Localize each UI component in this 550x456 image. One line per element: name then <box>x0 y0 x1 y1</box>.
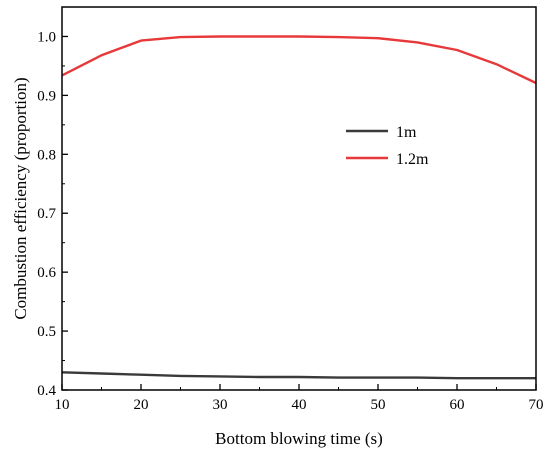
x-tick-label: 50 <box>371 397 386 413</box>
series-line-1 <box>61 371 536 380</box>
y-tick-label: 0.7 <box>37 206 56 222</box>
tick-labels: 10 20 30 40 50 60 70 0.4 0.5 0.6 0.7 0.8 0.9 1.0 <box>37 29 543 413</box>
y-tick-label: 0.9 <box>37 88 56 104</box>
legend: 1m 1.2m <box>346 124 429 168</box>
series-lines <box>61 35 537 380</box>
y-axis-title: Combustion efficiency (proportion) <box>11 77 30 319</box>
axis-ticks <box>61 35 537 391</box>
x-axis-title: Bottom blowing time (s) <box>215 429 383 448</box>
x-tick-label: 30 <box>213 397 228 413</box>
legend-label-1: 1m <box>396 124 417 141</box>
y-tick-label: 0.5 <box>37 324 56 340</box>
y-tick-label: 0.6 <box>37 265 56 281</box>
y-tick-label: 1.0 <box>37 29 56 45</box>
x-tick-label: 10 <box>55 397 70 413</box>
x-tick-label: 70 <box>529 397 544 413</box>
x-tick-label: 20 <box>134 397 149 413</box>
plot-frame <box>61 6 537 391</box>
y-tick-label: 0.8 <box>37 147 56 163</box>
x-tick-label: 60 <box>450 397 465 413</box>
x-tick-label: 40 <box>292 397 307 413</box>
y-tick-label: 0.4 <box>37 383 56 399</box>
legend-label-2: 1.2m <box>396 151 429 168</box>
series-line-2 <box>61 35 537 85</box>
